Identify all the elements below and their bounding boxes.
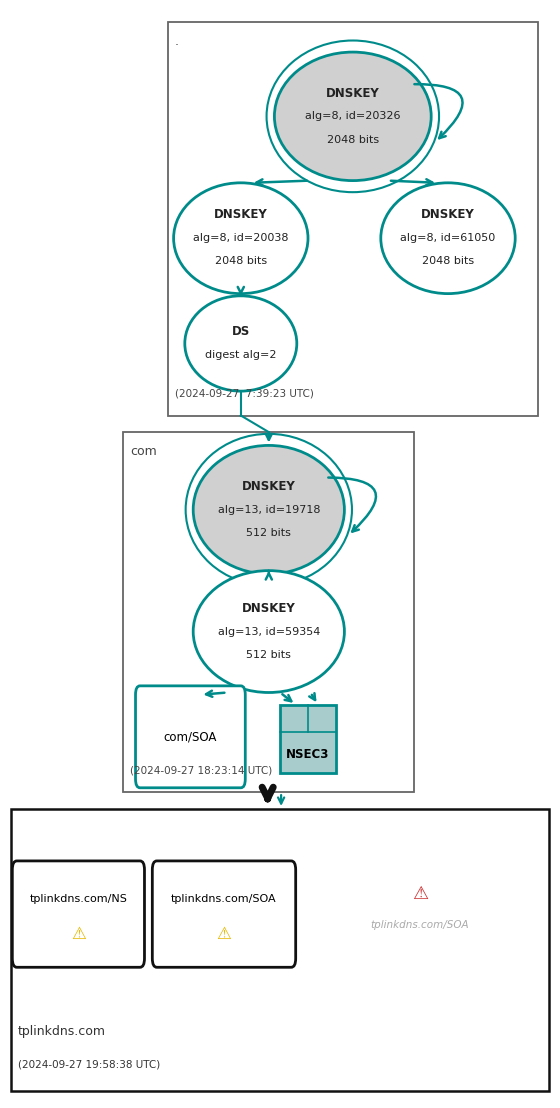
FancyBboxPatch shape xyxy=(12,861,144,967)
Bar xyxy=(11,809,549,1091)
Text: alg=8, id=61050: alg=8, id=61050 xyxy=(400,233,496,244)
Text: alg=8, id=20326: alg=8, id=20326 xyxy=(305,111,400,122)
Text: (2024-09-27 19:58:38 UTC): (2024-09-27 19:58:38 UTC) xyxy=(18,1059,160,1069)
Ellipse shape xyxy=(185,296,297,391)
Text: alg=13, id=19718: alg=13, id=19718 xyxy=(217,504,320,515)
Text: 2048 bits: 2048 bits xyxy=(214,256,267,267)
Bar xyxy=(168,22,538,416)
Text: DNSKEY: DNSKEY xyxy=(214,208,268,222)
Text: DNSKEY: DNSKEY xyxy=(421,208,475,222)
Text: tplinkdns.com: tplinkdns.com xyxy=(18,1025,106,1038)
Text: alg=8, id=20038: alg=8, id=20038 xyxy=(193,233,288,244)
Text: ⚠: ⚠ xyxy=(217,925,231,943)
Text: 2048 bits: 2048 bits xyxy=(422,256,474,267)
FancyBboxPatch shape xyxy=(280,705,336,773)
Ellipse shape xyxy=(193,571,344,692)
FancyBboxPatch shape xyxy=(136,686,245,788)
Text: DNSKEY: DNSKEY xyxy=(242,480,296,493)
Text: tplinkdns.com/NS: tplinkdns.com/NS xyxy=(30,893,127,904)
Ellipse shape xyxy=(174,183,308,294)
Text: DNSKEY: DNSKEY xyxy=(326,86,380,100)
FancyArrowPatch shape xyxy=(414,84,463,138)
Text: DNSKEY: DNSKEY xyxy=(242,602,296,615)
Ellipse shape xyxy=(193,445,344,574)
Text: com: com xyxy=(130,445,157,459)
Text: DS: DS xyxy=(232,326,250,338)
Text: NSEC3: NSEC3 xyxy=(286,748,330,761)
Text: ⚠: ⚠ xyxy=(71,925,86,943)
Text: 2048 bits: 2048 bits xyxy=(326,134,379,145)
Ellipse shape xyxy=(274,52,431,181)
Text: digest alg=2: digest alg=2 xyxy=(205,350,277,360)
Text: tplinkdns.com/SOA: tplinkdns.com/SOA xyxy=(171,893,277,904)
Text: 512 bits: 512 bits xyxy=(246,527,291,538)
Text: (2024-09-27  7:39:23 UTC): (2024-09-27 7:39:23 UTC) xyxy=(175,389,314,399)
Bar xyxy=(123,432,414,792)
Text: ⚠: ⚠ xyxy=(412,885,428,903)
FancyArrowPatch shape xyxy=(328,478,376,532)
Text: tplinkdns.com/SOA: tplinkdns.com/SOA xyxy=(371,920,469,931)
Text: 512 bits: 512 bits xyxy=(246,649,291,660)
Text: alg=13, id=59354: alg=13, id=59354 xyxy=(218,626,320,637)
Text: .: . xyxy=(175,35,179,49)
Text: (2024-09-27 18:23:14 UTC): (2024-09-27 18:23:14 UTC) xyxy=(130,766,272,776)
Ellipse shape xyxy=(381,183,515,294)
Text: com/SOA: com/SOA xyxy=(164,730,217,743)
FancyBboxPatch shape xyxy=(152,861,296,967)
